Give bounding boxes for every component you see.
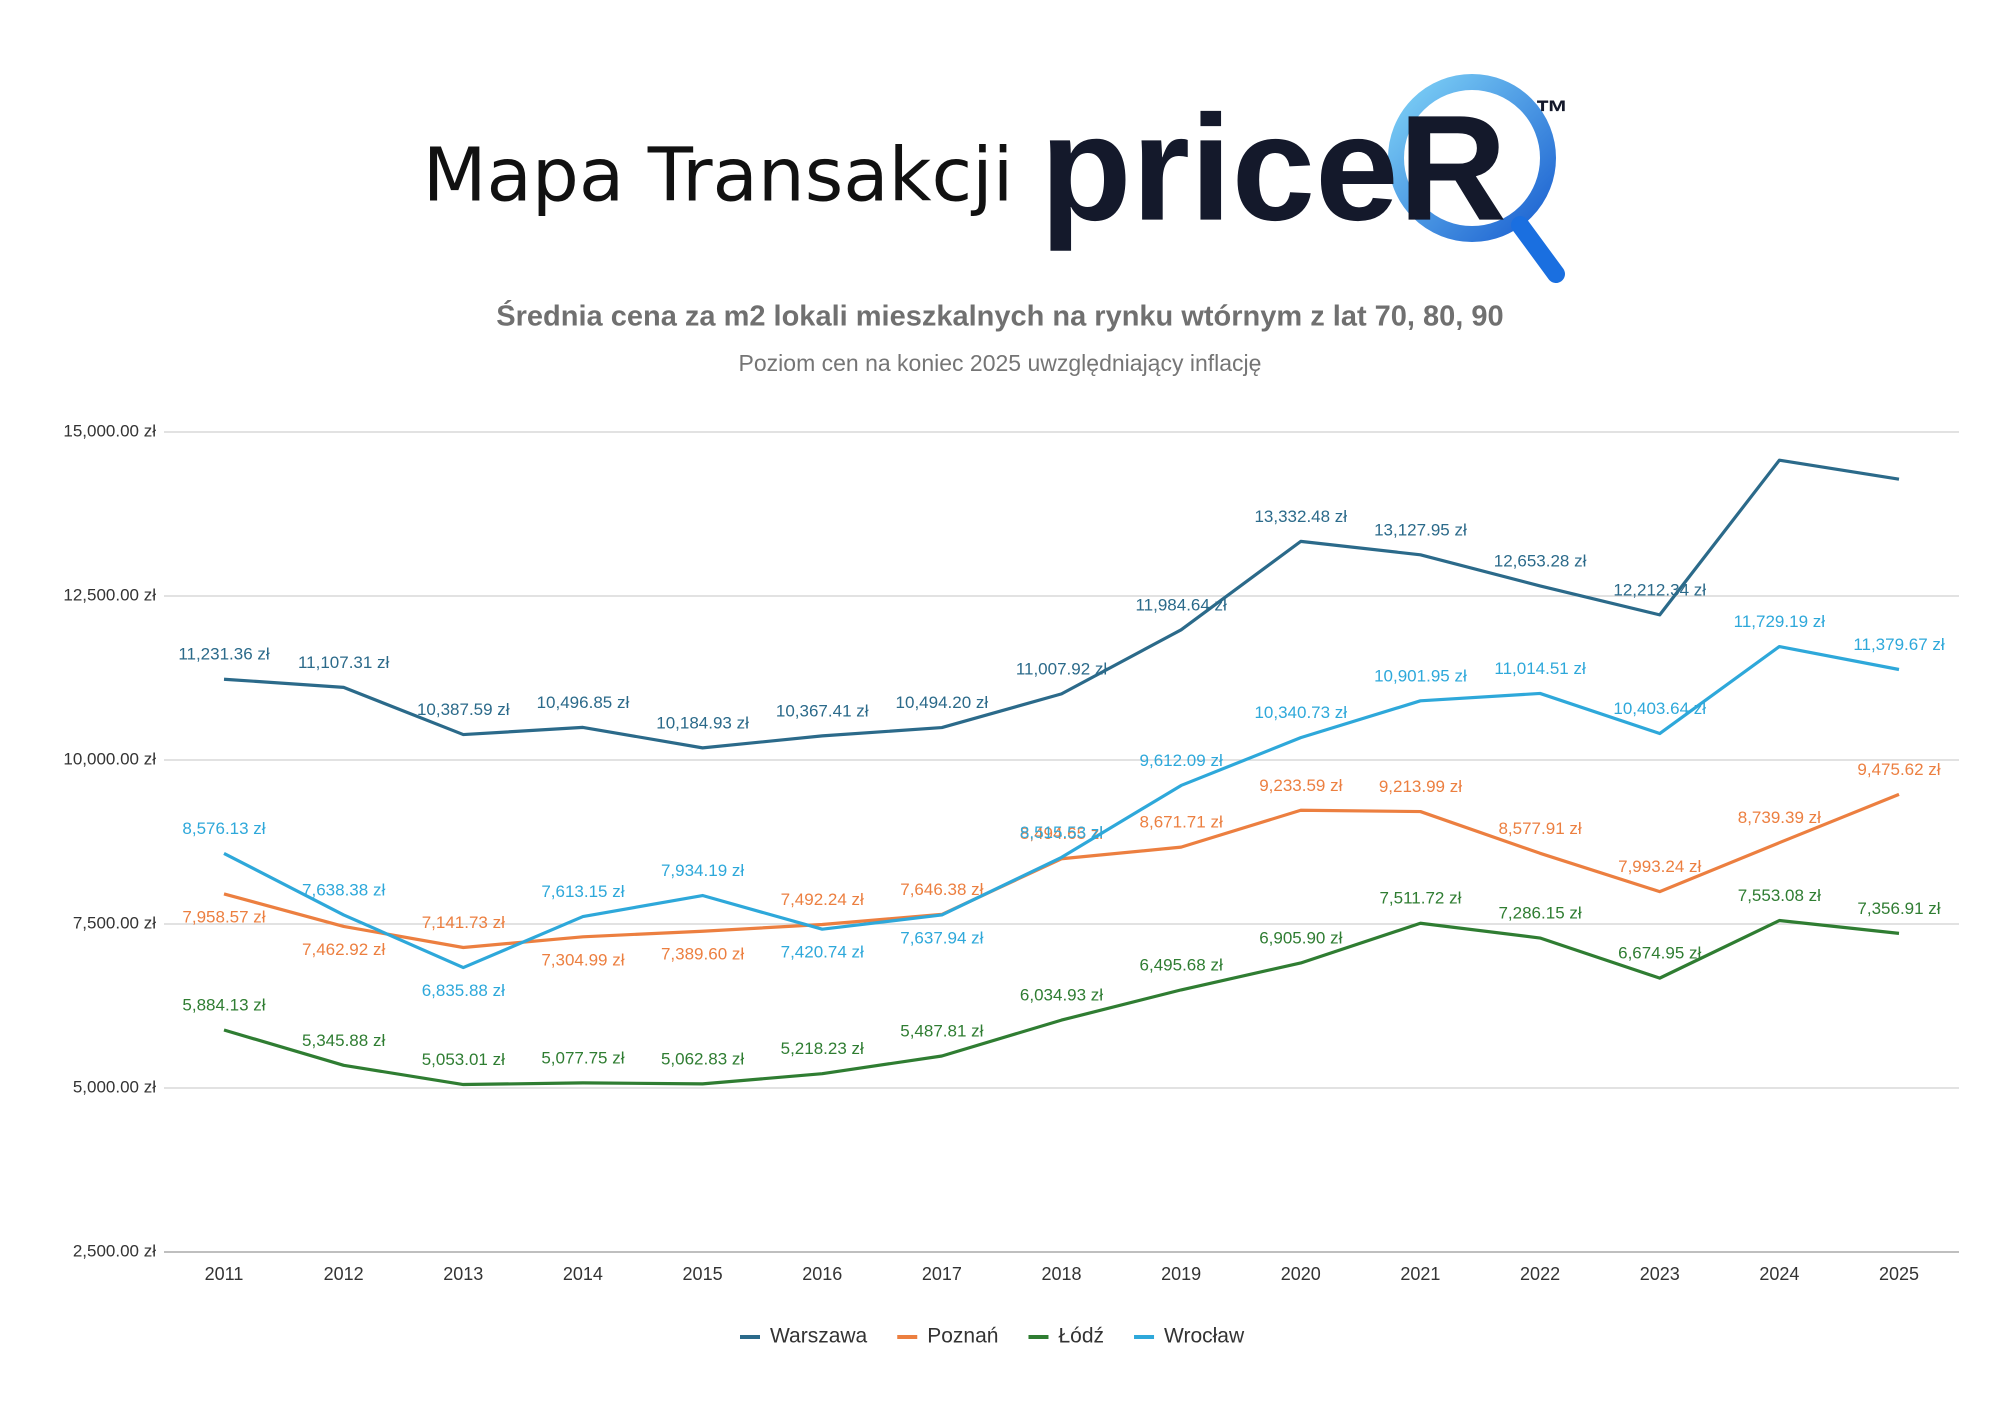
data-label: 7,511.72 zł	[1379, 889, 1461, 908]
data-label: 9,475.62 zł	[1857, 760, 1940, 779]
legend-label: Warszawa	[770, 1325, 868, 1348]
logo-trademark: ™	[1535, 94, 1569, 132]
data-label: 13,332.48 zł	[1254, 507, 1347, 526]
data-label: 7,492.24 zł	[781, 890, 864, 909]
data-label: 7,646.38 zł	[900, 880, 983, 899]
series-line	[223, 918, 1900, 1087]
header-title: Mapa Transakcji	[423, 133, 1014, 219]
x-tick-label: 2016	[802, 1264, 842, 1284]
data-label: 8,739.39 zł	[1738, 808, 1821, 827]
y-tick-label: 15,000.00 zł	[63, 421, 156, 440]
data-label: 11,231.36 zł	[178, 645, 270, 664]
y-tick-label: 12,500.00 zł	[63, 585, 156, 604]
data-label: 5,062.83 zł	[661, 1049, 744, 1068]
data-label: 10,403.64 zł	[1613, 699, 1706, 718]
data-label: 5,884.13 zł	[182, 995, 265, 1014]
data-label: 5,487.81 zł	[900, 1021, 983, 1040]
data-label: 7,141.73 zł	[422, 913, 505, 932]
data-label: 11,379.67 zł	[1853, 635, 1945, 654]
x-tick-label: 2019	[1161, 1264, 1201, 1284]
legend-label: Łódź	[1058, 1325, 1104, 1348]
x-tick-label: 2021	[1400, 1264, 1440, 1284]
data-label: 11,984.64 zł	[1135, 595, 1227, 614]
data-label: 10,340.73 zł	[1254, 703, 1347, 722]
y-tick-label: 10,000.00 zł	[63, 749, 156, 768]
data-label: 8,494.65 zł	[1020, 824, 1103, 843]
data-label: 10,901.95 zł	[1374, 666, 1467, 685]
data-label: 10,367.41 zł	[776, 701, 869, 720]
x-tick-label: 2013	[443, 1264, 483, 1284]
series-line	[223, 458, 1900, 750]
data-label: 8,515.53 zł	[1020, 823, 1103, 842]
data-label: 12,653.28 zł	[1494, 551, 1587, 570]
legend-label: Poznań	[927, 1325, 998, 1348]
data-label: 8,576.13 zł	[182, 819, 265, 838]
x-tick-label: 2020	[1281, 1264, 1321, 1284]
data-label: 7,389.60 zł	[661, 945, 744, 964]
data-label: 11,729.19 zł	[1734, 612, 1826, 631]
data-label: 7,993.24 zł	[1618, 857, 1701, 876]
data-label: 6,495.68 zł	[1140, 955, 1223, 974]
chart-subtitle: Poziom cen na koniec 2025 uwzględniający…	[739, 350, 1262, 376]
x-tick-label: 2012	[324, 1264, 364, 1284]
x-tick-label: 2014	[563, 1264, 603, 1284]
data-label: 9,213.99 zł	[1379, 777, 1462, 796]
x-tick-label: 2017	[922, 1264, 962, 1284]
data-label: 9,612.09 zł	[1140, 751, 1223, 770]
data-label: 7,304.99 zł	[541, 950, 624, 969]
x-tick-label: 2025	[1879, 1264, 1919, 1284]
data-label: 7,613.15 zł	[541, 882, 624, 901]
chart-title: Średnia cena za m2 lokali mieszkalnych n…	[496, 299, 1503, 333]
data-label: 6,835.88 zł	[422, 981, 505, 1000]
data-label: 7,958.57 zł	[182, 907, 265, 926]
data-label: 7,553.08 zł	[1738, 886, 1821, 905]
data-label: 7,356.91 zł	[1857, 899, 1940, 918]
data-label: 10,387.59 zł	[417, 700, 510, 719]
data-label: 7,934.19 zł	[661, 861, 744, 880]
data-label: 7,286.15 zł	[1498, 904, 1581, 923]
y-tick-label: 7,500.00 zł	[73, 913, 156, 932]
data-label: 6,034.93 zł	[1020, 986, 1103, 1005]
data-label: 12,212.34 zł	[1613, 580, 1706, 599]
data-label: 10,496.85 zł	[537, 693, 630, 712]
data-label: 7,462.92 zł	[302, 940, 385, 959]
x-tick-label: 2024	[1759, 1264, 1799, 1284]
legend-label: Wrocław	[1164, 1325, 1245, 1348]
data-label: 6,674.95 zł	[1618, 944, 1701, 963]
data-label: 7,638.38 zł	[302, 880, 385, 899]
data-label: 11,107.31 zł	[298, 653, 390, 672]
y-tick-label: 2,500.00 zł	[73, 1241, 156, 1260]
logo-handle	[1511, 216, 1565, 283]
logo-lens	[1388, 74, 1556, 242]
x-tick-label: 2018	[1041, 1264, 1081, 1284]
logo-text: priceR	[1040, 84, 1507, 252]
data-label: 7,420.74 zł	[781, 943, 864, 962]
data-label: 9,233.59 zł	[1259, 776, 1342, 795]
x-tick-label: 2011	[205, 1264, 244, 1284]
series-line	[223, 644, 1900, 970]
data-label: 8,577.91 zł	[1498, 819, 1581, 838]
x-tick-label: 2015	[683, 1264, 723, 1284]
data-label: 11,007.92 zł	[1016, 659, 1108, 678]
data-label: 10,494.20 zł	[896, 693, 989, 712]
data-label: 10,184.93 zł	[656, 713, 749, 732]
x-tick-label: 2022	[1520, 1264, 1560, 1284]
data-label: 8,671.71 zł	[1140, 813, 1223, 832]
data-label: 11,014.51 zł	[1494, 659, 1586, 678]
data-label: 7,637.94 zł	[900, 928, 983, 947]
data-label: 5,077.75 zł	[541, 1048, 624, 1067]
data-label: 6,905.90 zł	[1259, 928, 1342, 947]
y-tick-label: 5,000.00 zł	[73, 1077, 156, 1096]
data-label: 5,345.88 zł	[302, 1031, 385, 1050]
data-label: 5,218.23 zł	[781, 1039, 864, 1058]
data-label: 5,053.01 zł	[422, 1050, 505, 1069]
data-label: 13,127.95 zł	[1374, 520, 1467, 539]
x-tick-label: 2023	[1640, 1264, 1680, 1284]
